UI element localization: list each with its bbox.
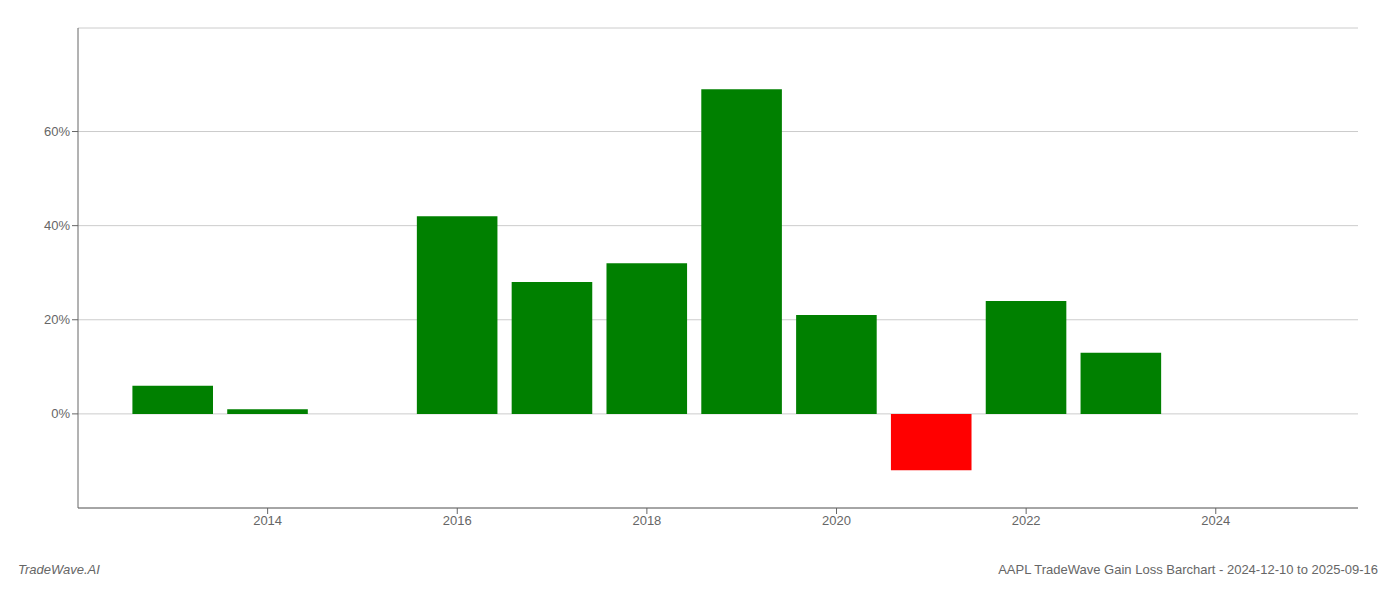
svg-text:60%: 60% — [44, 124, 70, 139]
svg-text:0%: 0% — [51, 406, 70, 421]
html-text:AAPL TradeWave Gain Loss Barch: AAPL TradeWave Gain Loss Barchart - 2024… — [998, 562, 1378, 577]
svg-text:20%: 20% — [44, 312, 70, 327]
svg-text:2022: 2022 — [1012, 513, 1041, 528]
svg-text:2014: 2014 — [253, 513, 282, 528]
html-text:TradeWave.AI: TradeWave.AI — [18, 562, 100, 577]
svg-text:2018: 2018 — [632, 513, 661, 528]
svg-text:2024: 2024 — [1201, 513, 1230, 528]
svg-text:40%: 40% — [44, 218, 70, 233]
svg-text:2020: 2020 — [822, 513, 851, 528]
svg-text:2016: 2016 — [443, 513, 472, 528]
